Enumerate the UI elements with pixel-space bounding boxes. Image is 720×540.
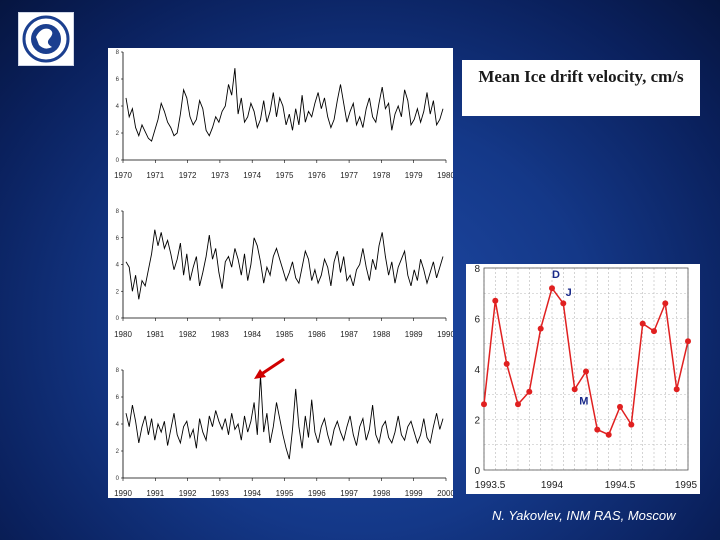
y-tick-label: 8 bbox=[116, 209, 120, 215]
data-point bbox=[617, 403, 623, 410]
x-tick-label: 1987 bbox=[340, 330, 358, 339]
series-line bbox=[125, 229, 444, 300]
x-tick-label: 1993 bbox=[211, 489, 229, 498]
x-tick-label: 2000 bbox=[437, 489, 453, 498]
x-tick-label: 1996 bbox=[308, 489, 326, 498]
x-tick-label: 1995 bbox=[276, 489, 294, 498]
x-tick-label: 1993.5 bbox=[475, 480, 506, 491]
timeseries-panel: 0 2 4 6 8 1970 1971 1972 1973 1974 1975 1976 1977 197… bbox=[108, 48, 455, 498]
data-point bbox=[628, 421, 635, 428]
data-point bbox=[662, 300, 669, 307]
x-tick-label: 1984 bbox=[243, 330, 261, 339]
y-tick-label: 0 bbox=[474, 466, 480, 477]
x-tick-label: 1976 bbox=[308, 171, 326, 180]
y-tick-label: 6 bbox=[116, 77, 120, 83]
x-tick-label: 1978 bbox=[373, 171, 391, 180]
y-tick-label: 4 bbox=[116, 104, 120, 110]
data-point bbox=[515, 401, 521, 408]
monthly-chart-panel: 0 2 4 6 8 1993.5 1994 1994.5 1995 D J M bbox=[466, 264, 700, 494]
question-mark-annotation: ? bbox=[282, 346, 292, 371]
red-arrow-icon bbox=[254, 357, 285, 379]
data-point bbox=[685, 338, 691, 345]
y-tick-label: 6 bbox=[116, 236, 120, 242]
y-tick-label: 8 bbox=[116, 368, 120, 374]
x-tick-label: 1997 bbox=[340, 489, 358, 498]
x-tick-label: 1990 bbox=[114, 489, 132, 498]
x-tick-label: 1999 bbox=[405, 489, 423, 498]
x-tick-label: 1994 bbox=[541, 480, 564, 491]
x-tick-label: 1990 bbox=[437, 330, 453, 339]
y-tick-label: 2 bbox=[116, 289, 120, 295]
x-tick-label: 1981 bbox=[146, 330, 164, 339]
point-annotation: D bbox=[552, 269, 560, 281]
y-tick-label: 4 bbox=[474, 365, 480, 376]
x-tick-label: 1971 bbox=[146, 171, 164, 180]
series-line bbox=[125, 375, 444, 460]
data-point bbox=[639, 320, 646, 327]
data-point bbox=[583, 368, 589, 375]
y-tick-label: 0 bbox=[116, 316, 120, 322]
y-tick-label: 4 bbox=[116, 263, 120, 269]
data-point bbox=[549, 285, 555, 292]
data-point bbox=[526, 388, 533, 395]
x-tick-label: 1975 bbox=[276, 171, 294, 180]
x-tick-label: 1970 bbox=[114, 171, 132, 180]
monthly-chart: 0 2 4 6 8 1993.5 1994 1994.5 1995 DJ M bbox=[474, 264, 697, 491]
x-tick-label: 1992 bbox=[179, 489, 197, 498]
x-tick-label: 1998 bbox=[373, 489, 391, 498]
y-tick-label: 4 bbox=[116, 422, 120, 428]
data-point bbox=[537, 325, 544, 332]
timeseries-chart-2: 0 2 4 6 8 1980 1981 1982 1983 1984 1985 1986 1987 198… bbox=[114, 209, 455, 339]
monthly-line-chart: 0 2 4 6 8 1993.5 1994 1994.5 1995 DJ M bbox=[474, 264, 697, 491]
timeseries-charts: 0 2 4 6 8 1970 1971 1972 1973 1974 1975 1976 1977 197… bbox=[114, 50, 455, 498]
chart-title: Mean Ice drift velocity, cm/s bbox=[462, 60, 700, 116]
x-tick-label: 1972 bbox=[179, 171, 197, 180]
data-point bbox=[481, 401, 487, 408]
x-tick-label: 1986 bbox=[308, 330, 326, 339]
x-tick-label: 1979 bbox=[405, 171, 423, 180]
series-line bbox=[125, 68, 444, 142]
y-tick-label: 0 bbox=[116, 158, 120, 164]
y-tick-label: 2 bbox=[116, 131, 120, 137]
data-point bbox=[571, 386, 578, 393]
x-tick-label: 1985 bbox=[276, 330, 294, 339]
x-tick-label: 1977 bbox=[340, 171, 358, 180]
point-annotation: M bbox=[579, 395, 588, 407]
data-point bbox=[560, 300, 567, 307]
point-annotation: J bbox=[566, 287, 572, 299]
data-point bbox=[503, 360, 510, 367]
x-tick-label: 1994.5 bbox=[605, 480, 636, 491]
data-point bbox=[651, 328, 657, 335]
institute-logo bbox=[18, 12, 74, 66]
author-credit: N. Yakovlev, INM RAS, Moscow bbox=[492, 508, 676, 523]
y-tick-label: 2 bbox=[116, 449, 120, 455]
y-tick-label: 6 bbox=[474, 315, 480, 326]
x-tick-label: 1995 bbox=[675, 480, 698, 491]
x-tick-label: 1989 bbox=[405, 330, 423, 339]
data-point bbox=[673, 386, 680, 393]
x-tick-label: 1980 bbox=[114, 330, 132, 339]
x-tick-label: 1974 bbox=[243, 171, 261, 180]
x-tick-label: 1988 bbox=[373, 330, 391, 339]
x-tick-label: 1982 bbox=[179, 330, 197, 339]
y-tick-label: 6 bbox=[116, 395, 120, 401]
x-tick-label: 1983 bbox=[211, 330, 229, 339]
y-tick-label: 8 bbox=[116, 50, 120, 56]
timeseries-chart-1: 0 2 4 6 8 1970 1971 1972 1973 1974 1975 1976 1977 197… bbox=[114, 50, 455, 180]
y-tick-label: 2 bbox=[474, 416, 480, 427]
globe-seal-icon bbox=[22, 15, 70, 63]
data-point bbox=[594, 426, 601, 433]
y-tick-label: 8 bbox=[474, 264, 480, 275]
x-tick-label: 1980 bbox=[437, 171, 453, 180]
timeseries-chart-3: 0 2 4 6 8 1990 1991 1992 1993 1994 1995 1996 1997 199… bbox=[114, 368, 455, 498]
x-tick-label: 1994 bbox=[243, 489, 261, 498]
x-tick-label: 1991 bbox=[146, 489, 164, 498]
y-tick-label: 0 bbox=[116, 476, 120, 482]
data-point bbox=[492, 297, 499, 304]
plot-frame bbox=[483, 267, 689, 471]
x-tick-label: 1973 bbox=[211, 171, 229, 180]
data-point bbox=[605, 431, 612, 438]
